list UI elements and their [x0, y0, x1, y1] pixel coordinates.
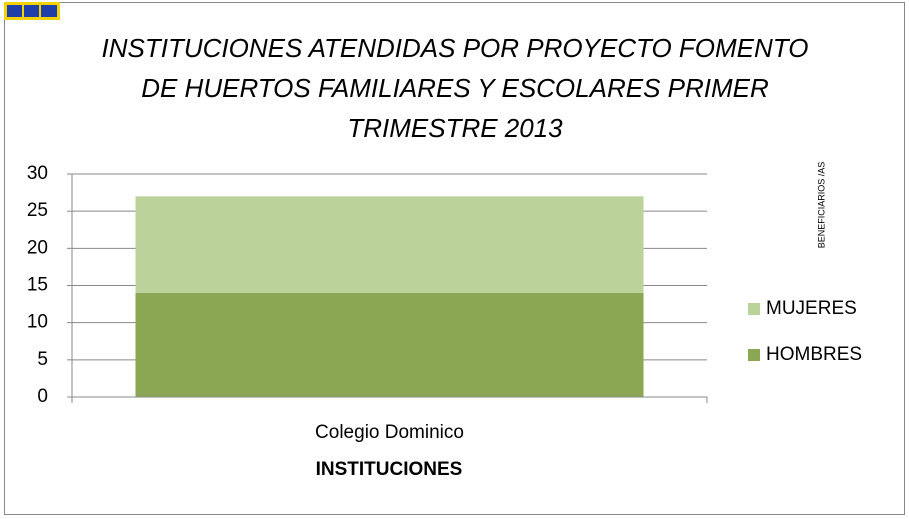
- y-tick-label: 15: [27, 275, 48, 296]
- y-tick-label: 5: [37, 349, 48, 370]
- legend-label: HOMBRES: [766, 344, 862, 365]
- legend-label: MUJERES: [766, 298, 857, 319]
- legend-swatch: [748, 303, 760, 315]
- chart-title: INSTITUCIONES ATENDIDAS POR PROYECTO FOM…: [101, 33, 809, 143]
- y-axis-label: BENEFICIARIOS /AS: [816, 162, 826, 249]
- bar-segment: [135, 292, 644, 397]
- x-axis-label: INSTITUCIONES: [316, 459, 463, 480]
- y-tick-label: 0: [37, 386, 48, 407]
- y-tick-label: 10: [27, 312, 48, 333]
- logo: [4, 2, 60, 20]
- y-tick-label: 25: [27, 200, 48, 221]
- y-tick-label: 20: [27, 237, 48, 258]
- y-tick-label: 30: [27, 163, 48, 184]
- x-tick-label: Colegio Dominico: [315, 422, 464, 443]
- legend-swatch: [748, 349, 760, 361]
- bar-segment: [135, 196, 644, 293]
